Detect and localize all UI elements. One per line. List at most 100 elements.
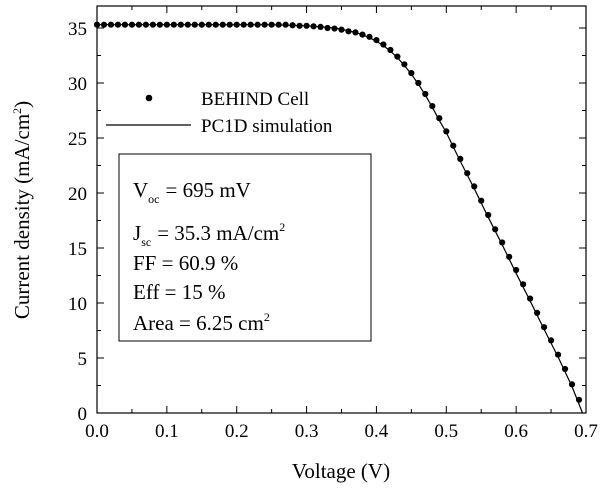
data-point (156, 21, 163, 28)
data-point (547, 337, 555, 344)
data-point (107, 21, 115, 28)
data-point (289, 22, 296, 29)
legend-label-pc1d-simulation: PC1D simulation (201, 116, 333, 137)
area-value: Area = 6.25 cm2 (133, 310, 270, 335)
data-point (114, 21, 122, 28)
data-point (254, 21, 261, 28)
data-point (170, 21, 177, 28)
data-point (540, 324, 548, 331)
data-point (184, 21, 191, 28)
data-point (317, 23, 324, 30)
x-tick-label: 0.4 (365, 421, 389, 442)
data-point (534, 309, 541, 316)
data-point (443, 128, 450, 135)
data-point (471, 183, 478, 190)
data-point (464, 170, 471, 177)
y-tick-labels: 0 5 10 15 20 25 30 35 (68, 19, 87, 425)
data-point (282, 21, 289, 28)
cell-parameters-box: Voc = 695 mV Jsc = 35.3 mA/cm2 FF = 60.9 %… (118, 153, 372, 342)
data-point (457, 155, 464, 162)
x-tick-label: 0.5 (434, 421, 458, 442)
y-tick-label: 30 (68, 74, 87, 95)
data-point (401, 61, 408, 68)
annotation-box-frame (118, 153, 372, 342)
data-point (436, 115, 443, 122)
x-tick-label: 0.1 (155, 421, 179, 442)
data-point (226, 21, 233, 28)
y-tick-label: 0 (78, 404, 88, 425)
data-point (366, 33, 373, 40)
data-point (93, 21, 101, 28)
data-point (247, 21, 254, 28)
data-point (191, 21, 198, 28)
y-tick-label: 35 (68, 19, 87, 40)
axis-ticks (96, 6, 587, 414)
data-point (575, 396, 583, 403)
data-point (303, 22, 310, 29)
data-point (422, 90, 429, 98)
data-point (275, 21, 282, 28)
data-point (338, 26, 345, 33)
y-axis-title: Current density (mA/cm2) (10, 101, 34, 319)
jsc-value: Jsc = 35.3 mA/cm2 (133, 220, 285, 249)
data-point (450, 142, 457, 149)
data-point (331, 25, 338, 32)
data-point (212, 21, 219, 28)
data-point (568, 381, 576, 388)
y-tick-label: 15 (68, 239, 87, 260)
data-point (415, 79, 422, 87)
data-point (163, 21, 170, 28)
data-point (499, 239, 506, 246)
y-tick-label: 5 (78, 349, 88, 370)
data-point (387, 46, 394, 54)
data-point (513, 266, 520, 274)
y-tick-label: 10 (68, 294, 87, 315)
data-point (520, 281, 527, 288)
data-point (408, 70, 415, 77)
data-point (268, 21, 275, 28)
data-point (561, 365, 569, 373)
y-tick-label: 25 (68, 129, 87, 150)
eff-value: Eff = 15 % (133, 280, 226, 304)
data-point (142, 21, 149, 28)
data-point (135, 21, 143, 28)
x-tick-labels: 0.0 0.1 0.2 0.3 0.4 0.5 0.6 0.7 (85, 421, 598, 442)
data-point (373, 37, 380, 44)
data-point (205, 21, 212, 28)
data-point (261, 21, 268, 28)
data-point (324, 24, 331, 32)
x-axis-title: Voltage (V) (292, 459, 390, 483)
x-tick-label: 0.3 (295, 421, 319, 442)
data-point (296, 22, 303, 29)
x-tick-label: 0.7 (574, 421, 598, 442)
legend-label-behind-cell: BEHIND Cell (201, 89, 309, 110)
x-tick-label: 0.2 (225, 421, 249, 442)
data-point (359, 31, 366, 38)
data-point (527, 295, 534, 302)
data-point (177, 21, 184, 28)
x-tick-label: 0.0 (85, 421, 109, 442)
data-point (485, 211, 492, 219)
data-point (128, 21, 136, 28)
ff-value: FF = 60.9 % (133, 251, 238, 275)
data-point (121, 21, 129, 28)
data-point (240, 21, 247, 28)
legend-marker-behind-cell (145, 94, 153, 102)
data-point (198, 21, 205, 28)
data-point (310, 23, 317, 30)
legend: BEHIND Cell PC1D simulation (106, 89, 333, 137)
data-point (429, 103, 436, 110)
data-point (394, 53, 401, 60)
data-point (506, 253, 513, 260)
data-point (219, 21, 226, 28)
voc-value: Voc = 695 mV (133, 178, 251, 206)
data-point (352, 29, 359, 36)
y-tick-label: 20 (68, 184, 87, 205)
data-point (492, 226, 499, 233)
data-point (380, 41, 387, 48)
series-markers-behind-cell (93, 21, 583, 403)
data-point (554, 351, 562, 358)
data-point (100, 21, 108, 28)
data-point (233, 21, 240, 28)
